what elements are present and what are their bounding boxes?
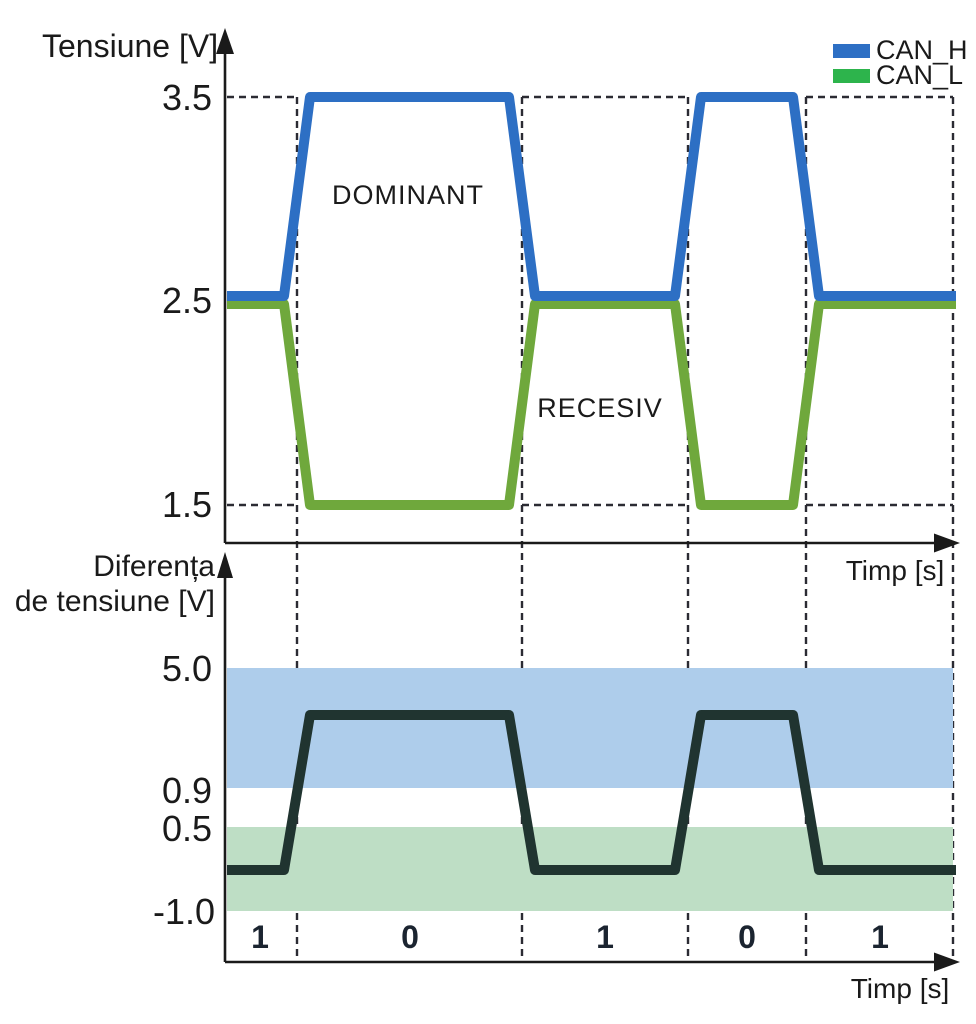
dominant-label: DOMINANT <box>332 180 484 210</box>
can-h-line <box>227 92 956 301</box>
top-chart: Tensiune [V] 3.5 2.5 1.5 DOMINANT RECESI… <box>42 28 960 586</box>
legend-swatch-can-l <box>833 69 870 83</box>
bit-label-2: 0 <box>401 919 419 955</box>
bottom-y-axis-title-line2: de tensiune [V] <box>15 585 215 618</box>
top-y-axis-arrow-icon <box>216 28 234 54</box>
legend-label-can-l: CAN_L <box>876 60 963 90</box>
bottom-tick-0v5: 0.5 <box>162 808 212 849</box>
top-x-axis-arrow-icon <box>934 533 960 553</box>
recesiv-label: RECESIV <box>537 393 663 423</box>
top-x-axis-title: Timp [s] <box>846 555 945 586</box>
bottom-chart: Diferența de tensiune [V] 5.0 0.9 0.5 -1… <box>15 550 960 1004</box>
bottom-x-axis-title: Timp [s] <box>851 973 950 1004</box>
bottom-tick-5v0: 5.0 <box>162 648 212 689</box>
bit-label-4: 0 <box>738 919 756 955</box>
can-l-line <box>227 299 956 510</box>
top-tick-1v5: 1.5 <box>162 484 212 525</box>
top-y-axis-title: Tensiune [V] <box>42 28 218 64</box>
bit-label-1: 1 <box>251 919 269 955</box>
legend-label-can-h: CAN_H <box>876 35 968 65</box>
bottom-y-axis-arrow-icon <box>217 552 233 578</box>
top-tick-2v5: 2.5 <box>162 280 212 321</box>
bottom-tick-0v9: 0.9 <box>162 770 212 811</box>
diff-line <box>227 710 956 875</box>
top-tick-3v5: 3.5 <box>162 77 212 118</box>
bit-label-3: 1 <box>596 919 614 955</box>
bottom-x-axis-arrow-icon <box>934 952 960 972</box>
bottom-tick-neg1v0: -1.0 <box>153 891 215 932</box>
legend: CAN_H CAN_L <box>833 35 968 90</box>
dominant-band <box>227 668 953 788</box>
bit-label-5: 1 <box>871 919 889 955</box>
legend-swatch-can-h <box>833 44 870 58</box>
bottom-y-axis-title-line1: Diferența <box>93 550 215 583</box>
